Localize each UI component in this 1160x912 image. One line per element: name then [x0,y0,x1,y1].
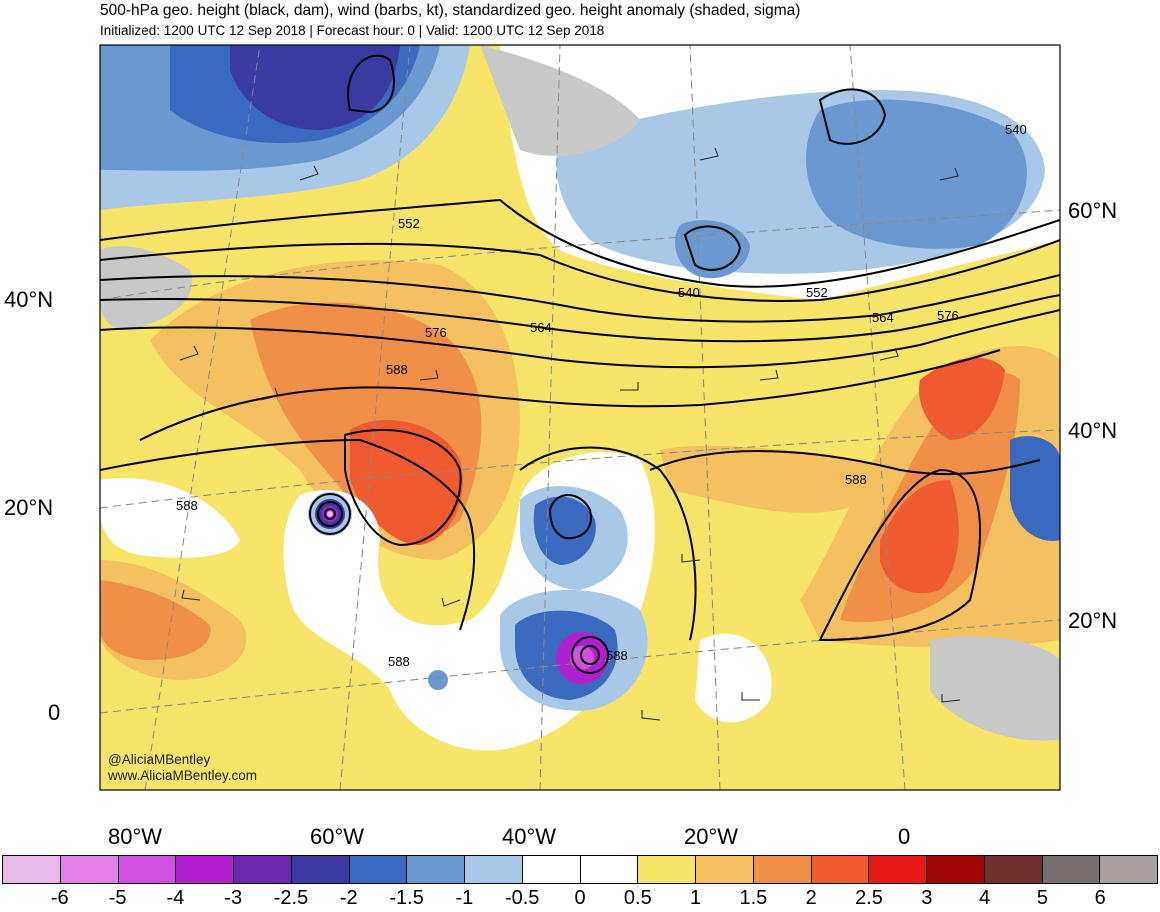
lat-label-left-40n: 40°N [4,287,54,312]
colorbar-tick-label: -1 [455,887,474,909]
lat-label-right-60n: 60°N [1068,198,1118,223]
colorbar-tick-label: 0.5 [623,887,652,909]
colorbar-swatch [407,856,465,883]
anomaly-positive-eastus-core [350,420,463,545]
lat-label-right-40n: 40°N [1068,418,1118,443]
contour-label: 576 [425,325,447,340]
colorbar-swatch [753,856,812,883]
contour-label: 552 [398,216,420,231]
map-shading [100,45,1060,790]
colorbar-swatch [3,856,61,883]
map-frame [99,44,1061,791]
colorbar-swatch [580,856,639,883]
lon-label-80w: 80°W [108,824,163,849]
colorbar-swatch [465,856,523,883]
hurricane-florence-eye [327,511,333,517]
credit-website: www.AliciaMBentley.com [108,768,258,783]
colorbar-swatch [1100,856,1157,883]
anomaly-positive-alps-core [919,357,1005,440]
colorbar-tick-label: -2 [339,887,358,909]
masked-terrain-africa [930,636,1060,741]
anomaly-negative-scandinavia [806,99,1027,249]
map-title: 500-hPa geo. height (black, dam), wind (… [100,2,801,19]
contour-label: 588 [606,648,628,663]
contour-label: 588 [176,498,198,513]
contour-label: 540 [678,285,700,300]
colorbar-swatch [291,856,350,883]
contour-label: 564 [530,320,552,335]
anomaly-negative-small-low [428,670,448,690]
contour-label: 576 [937,308,959,323]
contour-label: 564 [872,310,894,325]
colorbar-swatch [176,856,234,883]
lat-label-left-20n: 20°N [4,495,54,520]
colorbar-swatch [1042,856,1101,883]
colorbar-tick-label: 4 [979,887,991,909]
contour-label: 552 [806,285,828,300]
anomaly-negative-eastmed [1010,436,1060,541]
anomaly-neutral-gulf [100,478,240,558]
colorbar-tick-label: 2 [805,887,817,909]
lon-label-20w: 20°W [684,824,739,849]
anomaly-positive-caribbean-inner [100,580,211,660]
lon-label-40w: 40°W [502,824,557,849]
colorbar-tick-label: -2.5 [273,887,309,909]
colorbar-tick-label: -4 [166,887,185,909]
colorbar-tick-label: -3 [224,887,243,909]
colorbar-tick-label: -1.5 [389,887,424,909]
colorbar-tick-label: 1 [690,887,702,909]
lat-label-left-0: 0 [48,700,61,725]
colorbar-tick-label: -0.5 [504,887,540,909]
colorbar-tick-label: 6 [1094,887,1106,909]
colorbar-tick-label: 2.5 [855,887,883,909]
map-subtitle: Initialized: 1200 UTC 12 Sep 2018 | Fore… [100,23,605,38]
colorbar [2,855,1158,884]
colorbar-tick-label: -5 [108,887,127,909]
lat-label-right-20n: 20°N [1068,608,1118,633]
lon-label-60w: 60°W [310,824,365,849]
colorbar-swatch [638,856,696,883]
colorbar-swatch [522,856,581,883]
colorbar-swatch [118,856,177,883]
contour-label: 588 [845,472,867,487]
masked-terrain-greenland [480,45,640,156]
masked-terrain-west [100,246,192,330]
colorbar-swatch [811,856,870,883]
colorbar-swatch [927,856,985,883]
contour-label: 540 [1005,122,1027,137]
colorbar-swatch [349,856,408,883]
colorbar-swatch [696,856,754,883]
height-contours [100,54,1060,674]
colorbar-swatch [869,856,927,883]
colorbar-tick-label: 0 [574,887,586,909]
contour-label: 588 [386,362,408,377]
colorbar-tick-label: -6 [50,887,69,909]
wind-barbs [179,147,961,721]
credit-handle: @AliciaMBentley [108,752,211,767]
colorbar-tick-label: 5 [1036,887,1048,909]
contour-label: 588 [388,654,410,669]
colorbar-swatch [984,856,1043,883]
colorbar-tick-label: 1.5 [739,887,768,909]
colorbar-swatch [234,856,292,883]
anomaly-positive-westafrica [660,445,882,513]
colorbar-tick-label: 3 [921,887,933,909]
contour-labels: 552 540 576 564 588 540 552 564 576 588 … [176,122,1027,669]
lon-label-0: 0 [898,824,911,849]
colorbar-swatch [60,856,119,883]
anomaly-positive-europe-core [880,480,959,594]
